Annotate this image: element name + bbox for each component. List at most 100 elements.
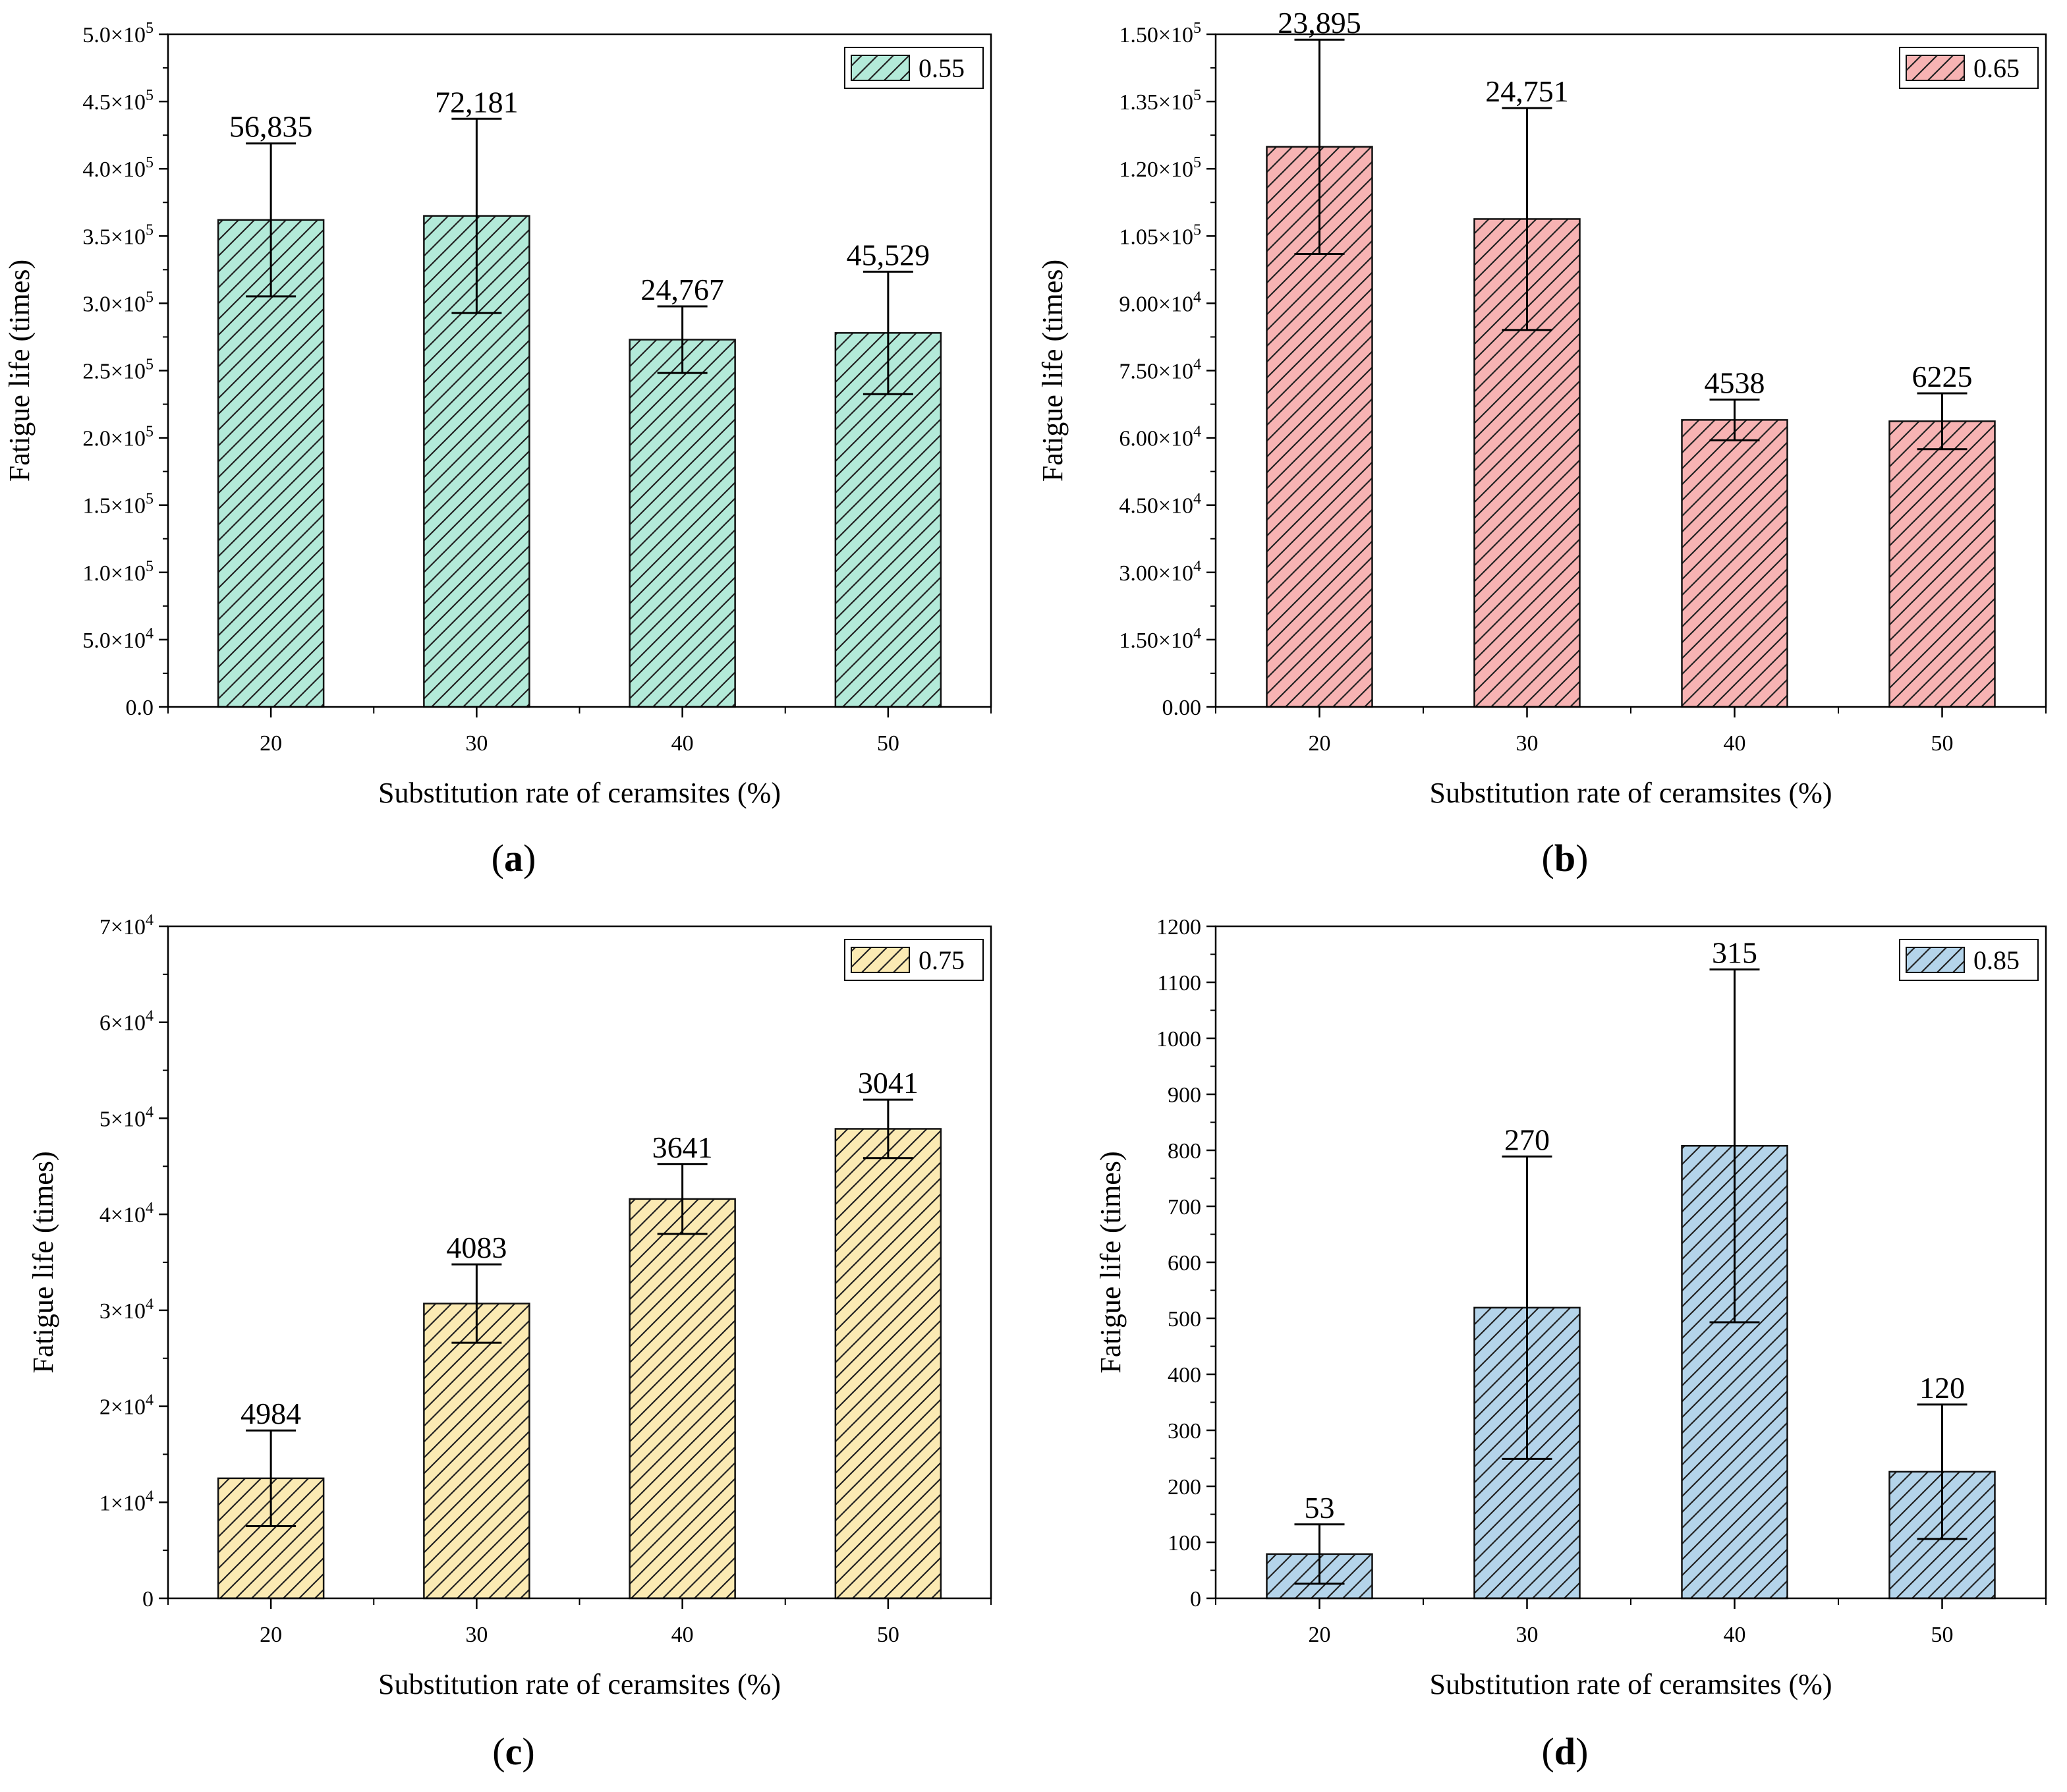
x-axis-title: Substitution rate of ceramsites (%) <box>378 1668 781 1700</box>
y-tick-label: 0 <box>142 1587 154 1611</box>
data-label: 120 <box>1919 1371 1965 1405</box>
x-tick-label: 30 <box>465 1623 488 1647</box>
y-tick-label: 2×104 <box>99 1392 154 1420</box>
y-tick-label: 1×104 <box>99 1488 154 1515</box>
x-tick-label: 20 <box>260 1623 282 1647</box>
data-label: 56,835 <box>229 110 313 144</box>
data-label: 24,751 <box>1485 74 1569 108</box>
legend-label: 0.85 <box>1973 945 2020 975</box>
x-tick-label: 50 <box>877 1623 899 1647</box>
data-label: 315 <box>1712 936 1757 969</box>
chart-panel-c: 4984 4083 3641 3041 0 1×104 2×104 3×104 4×104 5×1… <box>27 912 992 1773</box>
y-tick-label: 7×104 <box>99 912 154 939</box>
data-label: 45,529 <box>847 238 930 271</box>
legend-swatch <box>851 947 910 973</box>
x-tick-label: 30 <box>465 731 488 756</box>
y-tick-label: 6×104 <box>99 1008 154 1036</box>
y-tick-label: 4×104 <box>99 1200 154 1227</box>
panel-label: (c) <box>492 1730 534 1773</box>
legend-label: 0.55 <box>919 53 965 83</box>
y-tick-label: 200 <box>1168 1475 1201 1499</box>
y-axis-title: Fatigue life (times) <box>1036 260 1069 482</box>
y-tick-label: 3.00×104 <box>1119 558 1201 586</box>
y-tick-label: 0 <box>1190 1587 1201 1611</box>
y-tick-label: 1.50×104 <box>1119 625 1201 653</box>
data-label: 270 <box>1504 1123 1550 1156</box>
y-tick-label: 0.00 <box>1162 696 1202 720</box>
y-tick-label: 1000 <box>1156 1027 1201 1051</box>
legend-swatch <box>1906 947 1965 973</box>
y-tick-label: 5.0×105 <box>82 20 154 47</box>
x-axis-title: Substitution rate of ceramsites (%) <box>1430 1668 1832 1700</box>
y-tick-label: 400 <box>1168 1363 1201 1387</box>
y-tick-label: 4.50×104 <box>1119 491 1201 518</box>
data-label: 4083 <box>446 1231 507 1264</box>
data-label: 3641 <box>652 1131 713 1164</box>
y-tick-label: 0.0 <box>126 696 154 720</box>
legend: 0.65 <box>1899 47 2039 89</box>
y-tick-label: 100 <box>1168 1531 1201 1555</box>
y-tick-label: 1.0×105 <box>82 558 154 586</box>
x-tick-label: 40 <box>671 731 694 756</box>
bar <box>217 219 325 708</box>
bar <box>423 1302 530 1600</box>
x-tick-label: 30 <box>1516 731 1539 756</box>
panel-label: (d) <box>1542 1730 1589 1773</box>
bar <box>629 1198 736 1600</box>
y-tick-label: 1.05×105 <box>1119 221 1201 249</box>
y-tick-label: 1200 <box>1156 915 1201 939</box>
legend: 0.75 <box>844 939 984 981</box>
y-tick-label: 3×104 <box>99 1296 154 1324</box>
legend-swatch <box>851 55 910 81</box>
chart-panel-a: 56,835 72,181 24,767 45,529 0.0 5.0×104 1.0×10… <box>3 20 992 880</box>
y-tick-label: 1.20×105 <box>1119 154 1201 182</box>
y-tick-label: 1.35×105 <box>1119 87 1201 115</box>
x-tick-label: 40 <box>1724 1623 1746 1647</box>
y-tick-label: 5×104 <box>99 1104 154 1131</box>
y-tick-label: 3.0×105 <box>82 289 154 316</box>
y-axis-title: Fatigue life (times) <box>1094 1151 1127 1373</box>
data-label: 4984 <box>241 1397 301 1430</box>
y-tick-label: 500 <box>1168 1307 1201 1331</box>
data-label: 6225 <box>1912 360 1973 393</box>
legend-label: 0.75 <box>919 945 965 975</box>
y-axis-title: Fatigue life (times) <box>3 260 36 482</box>
y-tick-label: 700 <box>1168 1195 1201 1219</box>
y-tick-label: 2.0×105 <box>82 424 154 451</box>
data-label: 3041 <box>858 1066 919 1100</box>
legend: 0.55 <box>844 47 984 89</box>
x-tick-label: 20 <box>1309 1623 1331 1647</box>
y-tick-label: 4.5×105 <box>82 87 154 115</box>
y-tick-label: 4.0×105 <box>82 154 154 182</box>
x-tick-label: 20 <box>1309 731 1331 756</box>
legend-swatch <box>1906 55 1965 81</box>
y-tick-label: 7.50×104 <box>1119 356 1201 384</box>
y-tick-label: 6.00×104 <box>1119 424 1201 451</box>
y-tick-label: 1.50×105 <box>1119 20 1201 47</box>
y-tick-label: 300 <box>1168 1419 1201 1443</box>
x-tick-label: 40 <box>671 1623 694 1647</box>
x-tick-label: 20 <box>260 731 282 756</box>
bar <box>629 339 736 708</box>
data-label: 53 <box>1305 1491 1335 1525</box>
x-tick-label: 30 <box>1516 1623 1539 1647</box>
y-axis-title: Fatigue life (times) <box>27 1151 59 1373</box>
bar <box>834 1128 942 1600</box>
legend-label: 0.65 <box>1973 53 2020 83</box>
x-tick-label: 50 <box>1931 1623 1954 1647</box>
x-tick-label: 50 <box>877 731 899 756</box>
y-tick-label: 900 <box>1168 1083 1201 1107</box>
y-tick-label: 1.5×105 <box>82 491 154 518</box>
bar <box>1888 420 1996 708</box>
chart-panel-d: 5327031512001002003004005006007008009001… <box>1094 915 2047 1773</box>
y-tick-label: 600 <box>1168 1251 1201 1275</box>
x-axis-title: Substitution rate of ceramsites (%) <box>1430 777 1832 809</box>
data-label: 24,767 <box>640 273 724 306</box>
y-tick-label: 5.0×104 <box>82 625 154 653</box>
data-label: 72,181 <box>435 85 519 119</box>
x-tick-label: 50 <box>1931 731 1954 756</box>
x-tick-label: 40 <box>1724 731 1746 756</box>
y-tick-label: 9.00×104 <box>1119 289 1201 316</box>
